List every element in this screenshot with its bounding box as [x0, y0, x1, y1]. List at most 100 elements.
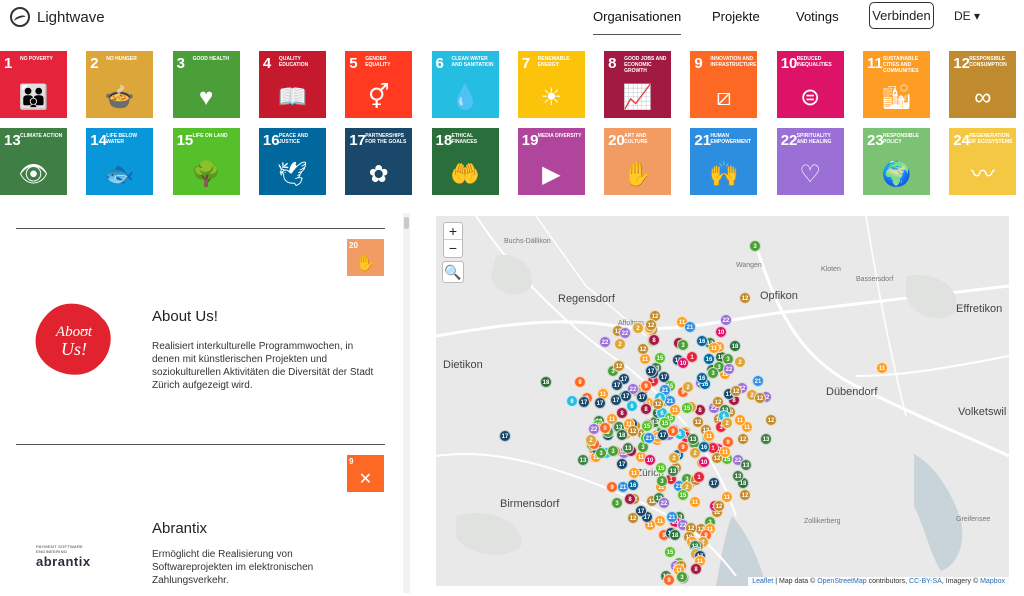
goal-tile-10[interactable]: 10 Reduced inequalities ⊜ — [776, 51, 844, 118]
map-marker[interactable]: 8 — [648, 334, 660, 346]
map-marker[interactable]: 17 — [594, 397, 606, 409]
map-marker[interactable]: 11 — [708, 342, 720, 354]
goal-tile-2[interactable]: 2 No hunger 🍲 — [86, 51, 154, 118]
map-marker[interactable]: 13 — [760, 433, 772, 445]
map-marker[interactable]: 17 — [620, 390, 632, 402]
map-marker[interactable]: 15 — [655, 462, 667, 474]
map-marker[interactable]: 17 — [578, 396, 590, 408]
map-marker[interactable]: 9 — [606, 481, 618, 493]
goal-tile-16[interactable]: 16 Peace and justice 🕊 — [258, 128, 326, 195]
map-marker[interactable]: 13 — [622, 442, 634, 454]
list-item[interactable]: 9 ✕ PAYMENT SOFTWARE ENGINEERING abranti… — [16, 444, 385, 596]
map-marker[interactable]: 9 — [599, 422, 611, 434]
map-marker[interactable]: 3 — [676, 571, 688, 583]
map-search-icon[interactable]: 🔍 — [442, 261, 464, 283]
map-marker[interactable]: 11 — [628, 467, 640, 479]
map-marker[interactable]: 9 — [574, 376, 586, 388]
map-marker[interactable]: 12 — [713, 500, 725, 512]
map-marker[interactable]: 22 — [723, 363, 735, 375]
map-marker[interactable]: 11 — [876, 362, 888, 374]
map-marker[interactable]: 21 — [666, 511, 678, 523]
map-marker[interactable]: 21 — [643, 432, 655, 444]
map-marker[interactable]: 18 — [669, 529, 681, 541]
leaflet-link[interactable]: Leaflet — [752, 578, 774, 585]
map-marker[interactable]: 3 — [607, 445, 619, 457]
map-marker[interactable]: 9 — [663, 574, 675, 586]
language-selector[interactable]: DE ▾ — [954, 9, 981, 23]
map-marker[interactable]: 13 — [732, 470, 744, 482]
map-marker[interactable]: 17 — [657, 429, 669, 441]
goal-tile-21[interactable]: 21 Human empowerment 🙌 — [690, 128, 758, 195]
map-marker[interactable]: 16 — [698, 441, 710, 453]
goal-tile-7[interactable]: 7 Renewable energy ☀ — [517, 51, 585, 118]
map-marker[interactable]: 11 — [689, 496, 701, 508]
nav-organisationen[interactable]: Organisationen — [593, 9, 682, 35]
map-marker[interactable]: 15 — [664, 546, 676, 558]
map-marker[interactable]: 22 — [619, 327, 631, 339]
map-marker[interactable]: 12 — [637, 343, 649, 355]
map-marker[interactable]: 3 — [677, 339, 689, 351]
goal-tile-18[interactable]: 18 Ethical finances 🤲 — [431, 128, 499, 195]
map-marker[interactable]: 12 — [627, 512, 639, 524]
map-marker[interactable]: 1 — [686, 351, 698, 363]
map-marker[interactable]: 3 — [595, 447, 607, 459]
map-marker[interactable]: 11 — [734, 414, 746, 426]
map-marker[interactable]: 11 — [703, 430, 715, 442]
map-marker[interactable]: 17 — [708, 477, 720, 489]
map-marker[interactable]: 3 — [749, 240, 761, 252]
goal-tile-22[interactable]: 22 Spirituality and healing ♡ — [776, 128, 844, 195]
map-marker[interactable]: 13 — [667, 465, 679, 477]
map-marker[interactable]: 2 — [585, 434, 597, 446]
map-marker[interactable]: 22 — [658, 497, 670, 509]
map-marker[interactable]: 12 — [692, 416, 704, 428]
zoom-out-button[interactable]: − — [448, 240, 458, 256]
map-marker[interactable]: 2 — [632, 322, 644, 334]
map-marker[interactable]: 13 — [740, 459, 752, 471]
map-marker[interactable]: 11 — [654, 515, 666, 527]
nav-projekte[interactable]: Projekte — [712, 9, 760, 24]
scroll-thumb[interactable] — [404, 217, 409, 229]
goal-tile-3[interactable]: 3 Good health ♥ — [172, 51, 240, 118]
goal-tile-17[interactable]: 17 Partnerships for the goals ✿ — [345, 128, 413, 195]
map-marker[interactable]: 12 — [645, 319, 657, 331]
map-view[interactable]: + − 🔍 Regensdorf Opfikon Effretikon Diet… — [436, 216, 1009, 586]
map-marker[interactable]: 16 — [696, 335, 708, 347]
map-marker[interactable]: 9 — [667, 425, 679, 437]
map-marker[interactable]: 12 — [739, 292, 751, 304]
map-marker[interactable]: 12 — [627, 425, 639, 437]
map-marker[interactable]: 12 — [652, 398, 664, 410]
map-marker[interactable]: 2 — [682, 381, 694, 393]
map-marker[interactable]: 2 — [734, 356, 746, 368]
map-marker[interactable]: 18 — [616, 429, 628, 441]
map-marker[interactable]: 12 — [765, 414, 777, 426]
osm-link[interactable]: OpenStreetMap — [817, 578, 867, 585]
map-marker[interactable]: 22 — [599, 336, 611, 348]
map-marker[interactable]: 17 — [616, 458, 628, 470]
map-marker[interactable]: 22 — [720, 314, 732, 326]
goal-tile-11[interactable]: 11 Sustainable cities and communities 🏙 — [863, 51, 930, 118]
map-marker[interactable]: 2 — [668, 452, 680, 464]
map-marker[interactable]: 15 — [654, 352, 666, 364]
goal-tile-1[interactable]: 1 No poverty 👪 — [0, 51, 67, 118]
mapbox-link[interactable]: Mapbox — [980, 578, 1005, 585]
goal-tile-8[interactable]: 8 Good jobs and economic growth 📈 — [604, 51, 672, 118]
map-marker[interactable]: 11 — [721, 491, 733, 503]
goal-tile-4[interactable]: 4 Quality education 📖 — [258, 51, 326, 118]
map-marker[interactable]: 13 — [687, 433, 699, 445]
goal-tile-5[interactable]: 5 Gender equality ⚥ — [345, 51, 413, 118]
map-marker[interactable]: 17 — [611, 379, 623, 391]
map-marker[interactable]: 10 — [698, 456, 710, 468]
map-marker[interactable]: 2 — [721, 417, 733, 429]
goal-tile-12[interactable]: 12 Responsible consumption ∞ — [949, 51, 1017, 118]
goal-tile-23[interactable]: 23 Responsible policy 🌍 — [863, 128, 930, 195]
map-marker[interactable]: 8 — [690, 563, 702, 575]
map-marker[interactable]: 16 — [627, 479, 639, 491]
map-marker[interactable]: 8 — [640, 403, 652, 415]
map-marker[interactable]: 17 — [499, 430, 511, 442]
map-marker[interactable]: 15 — [677, 489, 689, 501]
map-marker[interactable]: 21 — [752, 375, 764, 387]
map-marker[interactable]: 3 — [707, 367, 719, 379]
goal-tile-14[interactable]: 14 Life below water 🐟 — [86, 128, 154, 195]
map-marker[interactable]: 17 — [658, 371, 670, 383]
map-marker[interactable]: 3 — [611, 497, 623, 509]
